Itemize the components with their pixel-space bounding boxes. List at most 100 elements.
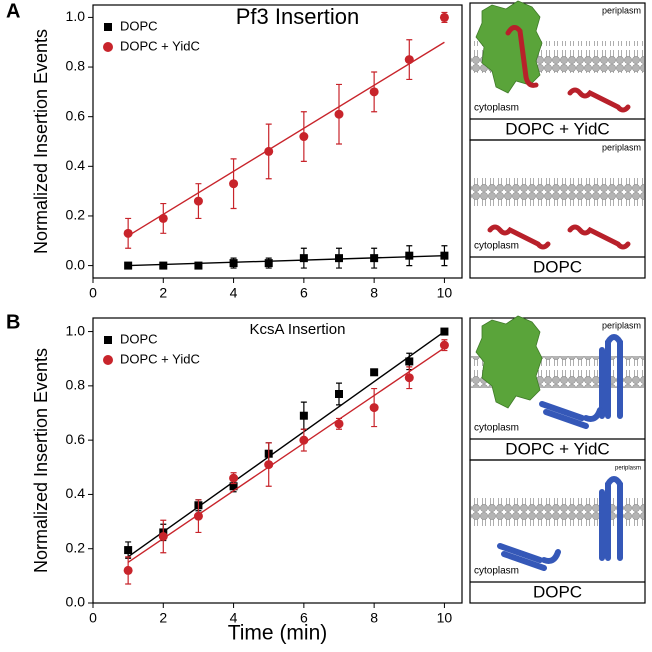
data-point — [439, 340, 449, 350]
plot-frame — [92, 317, 463, 604]
data-point — [404, 373, 414, 383]
kcsa-free — [497, 543, 561, 571]
data-point — [334, 109, 344, 119]
data-point — [123, 228, 133, 238]
legend-marker — [104, 23, 112, 31]
cytoplasm-label: cytoplasm — [474, 566, 519, 577]
y-tick-label: 0.8 — [66, 58, 86, 74]
data-point — [229, 259, 238, 268]
chart-title: Pf3 Insertion — [236, 4, 360, 29]
schematic-frame — [469, 139, 646, 279]
data-point — [335, 254, 343, 263]
fit-line — [128, 254, 445, 267]
data-point — [405, 251, 414, 260]
data-point — [264, 259, 273, 268]
x-tick-label: 2 — [159, 285, 167, 301]
y-tick-label: 1.0 — [66, 8, 86, 24]
legend-label: DOPC — [120, 18, 158, 33]
data-point — [229, 179, 239, 189]
data-point — [405, 357, 414, 366]
y-tick-label: 0.8 — [66, 377, 86, 393]
plot-frame — [92, 4, 463, 279]
fit-line — [127, 41, 445, 237]
data-point — [440, 327, 449, 336]
legend-label: DOPC — [120, 331, 158, 346]
x-axis-label: Time (min) — [228, 622, 328, 645]
y-tick-label: 1.0 — [66, 322, 86, 338]
fit-line — [127, 347, 445, 563]
data-point — [193, 511, 203, 521]
periplasm-label: periplasm — [615, 466, 641, 472]
data-point — [439, 12, 449, 22]
data-point — [299, 254, 308, 263]
y-tick-label: 0.6 — [66, 107, 86, 123]
kcsa-inserted — [599, 334, 623, 419]
data-point — [123, 565, 133, 575]
y-tick-label: 0.4 — [66, 157, 86, 173]
data-point — [264, 460, 274, 470]
y-axis-label: Normalized Insertion Events — [31, 29, 51, 254]
data-point — [440, 251, 449, 260]
data-point — [158, 213, 168, 223]
schematic-frame — [469, 459, 646, 604]
membrane — [471, 178, 644, 210]
data-point — [264, 146, 274, 156]
data-point — [124, 546, 133, 555]
data-point — [299, 435, 309, 445]
y-tick-label: 0.2 — [66, 539, 86, 555]
x-tick-label: 8 — [370, 610, 378, 626]
x-tick-label: 0 — [89, 285, 97, 301]
data-point — [124, 261, 133, 270]
cytoplasm-label: cytoplasm — [474, 423, 519, 434]
periplasm-label: periplasm — [602, 5, 641, 15]
periplasm-label: periplasm — [602, 142, 641, 152]
cytoplasm-label: cytoplasm — [474, 103, 519, 114]
data-point — [229, 473, 239, 483]
data-point — [299, 132, 309, 142]
caption: DOPC + YidC — [505, 119, 609, 138]
data-point — [370, 254, 379, 263]
y-axis-label: Normalized Insertion Events — [31, 348, 51, 573]
data-point — [229, 482, 238, 491]
panel-letter: B — [6, 311, 20, 333]
kcsa-inserted — [599, 476, 623, 561]
data-point — [194, 261, 203, 270]
y-tick-label: 0.6 — [66, 431, 86, 447]
legend-marker — [103, 355, 113, 365]
data-point — [159, 261, 168, 270]
data-point — [335, 390, 343, 398]
caption: DOPC — [533, 582, 582, 601]
legend-label: DOPC + YidC — [120, 351, 200, 366]
legend-marker — [104, 336, 112, 344]
chart-title: KcsA Insertion — [250, 321, 346, 338]
x-tick-label: 4 — [230, 285, 238, 301]
data-point — [369, 87, 379, 97]
yidc — [475, 0, 543, 94]
caption: DOPC + YidC — [505, 439, 609, 458]
x-tick-label: 8 — [370, 285, 378, 301]
data-point — [370, 368, 379, 377]
x-tick-label: 6 — [300, 285, 308, 301]
pf3-inserted — [505, 25, 539, 88]
data-point — [404, 55, 414, 65]
y-tick-label: 0.0 — [66, 256, 86, 272]
data-point — [369, 403, 379, 413]
fit-line — [127, 331, 445, 558]
pf3-free — [567, 87, 631, 113]
x-tick-label: 0 — [89, 610, 97, 626]
cytoplasm-label: cytoplasm — [474, 241, 519, 252]
x-tick-label: 2 — [159, 610, 167, 626]
caption: DOPC — [533, 257, 582, 276]
y-tick-label: 0.0 — [66, 594, 86, 610]
kcsa-free — [539, 401, 603, 429]
data-point — [334, 419, 344, 429]
periplasm-label: periplasm — [602, 320, 641, 330]
x-tick-label: 6 — [300, 610, 308, 626]
data-point — [158, 532, 168, 541]
legend-marker — [103, 42, 113, 52]
panel-letter: A — [6, 0, 20, 22]
y-tick-label: 0.4 — [66, 485, 86, 501]
y-tick-label: 0.2 — [66, 207, 86, 223]
x-tick-label: 4 — [230, 610, 238, 626]
